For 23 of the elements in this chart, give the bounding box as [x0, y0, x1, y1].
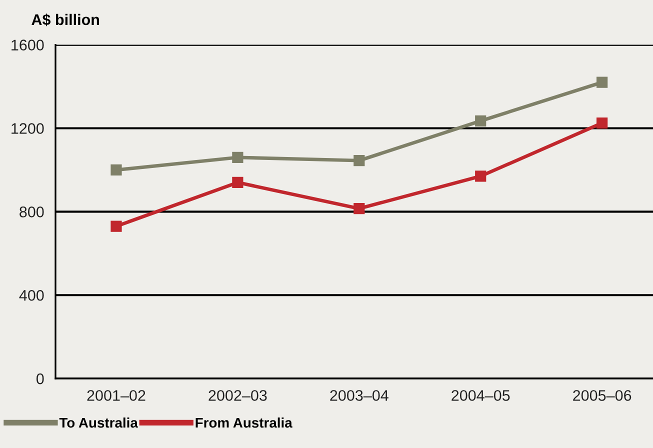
x-tick-label: 2002–03 — [208, 390, 267, 401]
legend-label: To Australia — [59, 417, 138, 428]
point — [110, 164, 122, 176]
point — [354, 155, 365, 166]
point — [232, 152, 244, 163]
y-axis-title: A$ billion — [32, 14, 100, 26]
x-tick-label: 2005–06 — [573, 390, 632, 401]
point — [232, 176, 244, 188]
point — [596, 76, 608, 88]
point — [596, 117, 608, 129]
x-tick-label: 2001–02 — [87, 390, 146, 401]
legend-label: From Australia — [196, 417, 292, 428]
y-tick-label: 400 — [19, 290, 44, 301]
y-tick-label: 0 — [36, 373, 44, 384]
x-tick-label: 2003–04 — [330, 390, 388, 401]
point — [110, 220, 122, 232]
point — [354, 202, 365, 214]
point — [475, 115, 486, 126]
y-tick-label: 1600 — [12, 40, 44, 50]
y-tick-label: 1200 — [12, 123, 44, 134]
point — [475, 170, 486, 182]
x-tick-label: 2004–05 — [452, 390, 510, 401]
y-tick-label: 800 — [20, 206, 44, 218]
